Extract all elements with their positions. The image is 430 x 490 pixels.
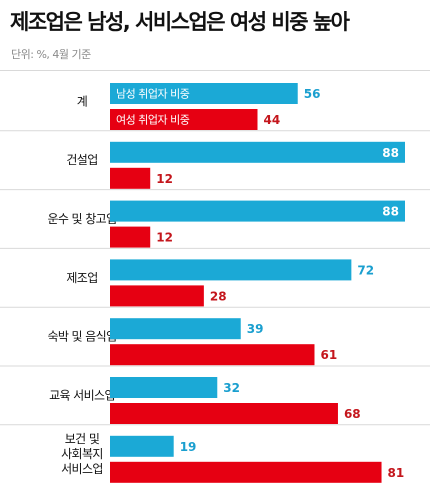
chart-title: 제조업은 남성, 서비스업은 여성 비중 높아: [10, 10, 350, 34]
category-label: 숙박 및 음식업: [47, 330, 116, 344]
data-label: 72: [357, 263, 374, 277]
bar-male: [110, 259, 352, 281]
data-label: 81: [388, 466, 405, 480]
bar-female: [110, 109, 258, 130]
legend-label: 여성 취업자 비중: [116, 114, 190, 127]
bar-male: [110, 435, 174, 457]
category-label: 건설업: [66, 153, 97, 167]
category-label: 운수 및 창고업: [47, 212, 116, 226]
data-label: 12: [156, 172, 173, 186]
data-label: 19: [180, 440, 197, 454]
bar-female: [110, 285, 204, 307]
unit-note: 단위: %, 4월 기준: [11, 48, 91, 61]
data-label: 28: [210, 289, 227, 303]
bar-female: [110, 167, 151, 189]
bar-female: [110, 226, 151, 248]
bar-female: [110, 344, 315, 366]
data-label: 12: [156, 231, 173, 245]
data-label: 68: [344, 407, 361, 421]
bar-male: [110, 200, 405, 222]
category-label: 보건 및 사회복지 서비스업: [61, 432, 103, 476]
divider: [0, 70, 430, 71]
data-label: 44: [264, 113, 281, 127]
legend-label: 남성 취업자 비중: [116, 88, 190, 101]
bar-female: [110, 461, 382, 483]
data-label: 88: [382, 146, 399, 160]
bar-male: [110, 318, 241, 340]
data-label: 39: [247, 322, 264, 336]
bar-male: [110, 141, 405, 163]
category-label: 제조업: [66, 271, 97, 285]
data-label: 56: [304, 87, 321, 101]
bar-female: [110, 403, 338, 424]
bar-male: [110, 83, 298, 104]
bar-male: [110, 377, 218, 398]
category-label: 교육 서비스업: [49, 388, 115, 402]
data-label: 88: [382, 205, 399, 219]
category-label: 계: [77, 94, 87, 108]
data-label: 61: [320, 348, 337, 362]
data-label: 32: [223, 381, 240, 395]
